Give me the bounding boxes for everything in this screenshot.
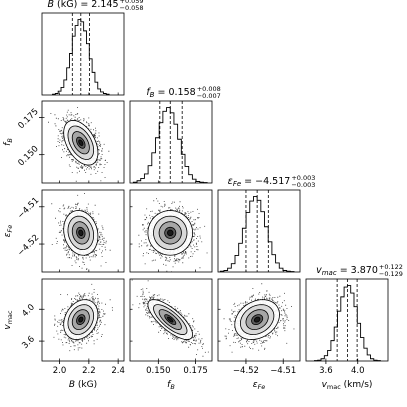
density-contour-5 (167, 229, 174, 237)
scatter-panel-epsilon_Fe-vs-B (41, 189, 125, 273)
y-tick-label: −4.52 (16, 233, 42, 259)
scatter-panel-f_B-vs-B (41, 100, 125, 184)
y-axis-label-f_B: fB (3, 138, 14, 146)
panel-title-err-plus: +0.003 (291, 174, 315, 182)
x-axis-label-epsilon_Fe: εFe (253, 380, 266, 391)
x-axis-label-f_B: fB (167, 380, 175, 391)
x-tick-label: −4.51 (270, 366, 296, 376)
panel-title-f_B: fB = 0.158 (146, 87, 195, 99)
scatter-panel-epsilon_Fe-vs-f_B (129, 189, 213, 273)
x-tick-label: 4.0 (351, 366, 365, 376)
panel-title-err-minus: −0.003 (291, 181, 315, 189)
y-tick-label: 3.6 (20, 334, 37, 351)
panel-title-err-plus: +0.059 (120, 0, 144, 5)
x-tick-label: 0.175 (183, 366, 207, 376)
x-tick-label: −4.52 (233, 366, 259, 376)
x-tick-label: 3.6 (319, 366, 333, 376)
hist-panel-v_mac: vmac = 3.870 +0.122−0.129 (305, 263, 403, 362)
x-axis-label-v_mac: vmac (km/s) (322, 380, 373, 391)
y-tick-label: −4.51 (16, 196, 42, 222)
hist-frame (129, 100, 213, 184)
panel-title-err-plus: +0.008 (197, 85, 221, 93)
y-tick-label: 4.0 (20, 303, 37, 320)
hist-panel-B: B (kG) = 2.145 +0.059−0.058 (41, 0, 144, 96)
y-tick-label: 0.175 (16, 107, 40, 131)
density-contour-5 (78, 139, 84, 146)
panel-title-epsilon_Fe: εFe = −4.517 (228, 176, 291, 188)
y-axis-label-epsilon_Fe: εFe (3, 225, 14, 238)
y-axis-label-v_mac: vmac (3, 310, 14, 330)
x-tick-label: 2.4 (111, 366, 125, 376)
panel-title-err-minus: −0.007 (197, 92, 221, 100)
x-tick-label: 2.2 (82, 366, 96, 376)
density-contour-5 (78, 316, 84, 323)
density-contour-5 (253, 316, 261, 323)
scatter-panel-v_mac-vs-f_B (129, 278, 213, 362)
density-contour-5 (167, 316, 174, 323)
hist-steps (219, 196, 295, 273)
x-tick-label: 2.0 (53, 366, 67, 376)
y-tick-label: 0.150 (16, 144, 40, 168)
panel-title-err-minus: −0.129 (379, 270, 403, 278)
panel-title-B: B (kG) = 2.145 (47, 0, 118, 10)
hist-panel-f_B: fB = 0.158 +0.008−0.007 (129, 85, 221, 184)
scatter-panel-v_mac-vs-epsilon_Fe (217, 278, 301, 362)
x-tick-label: 0.150 (146, 366, 170, 376)
x-axis-label-B: B (kG) (69, 380, 97, 390)
panel-title-err-minus: −0.058 (120, 4, 144, 12)
hist-frame (217, 189, 301, 273)
density-contour-5 (78, 229, 84, 237)
panel-title-v_mac: vmac = 3.870 (316, 265, 378, 277)
hist-panel-epsilon_Fe: εFe = −4.517 +0.003−0.003 (217, 174, 315, 273)
scatter-panel-v_mac-vs-B (41, 278, 125, 362)
hist-frame (41, 12, 125, 96)
hist-steps (132, 107, 208, 184)
panel-title-err-plus: +0.122 (379, 263, 403, 271)
